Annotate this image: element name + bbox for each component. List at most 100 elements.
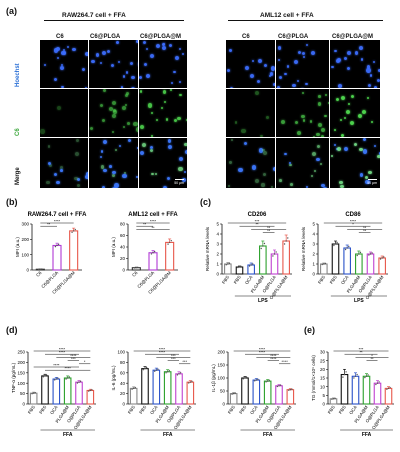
data-point xyxy=(379,258,382,260)
y-tick-label: 2 xyxy=(216,252,219,257)
y-tick-label: 0 xyxy=(322,402,325,407)
bar xyxy=(165,241,175,271)
bar xyxy=(241,377,249,405)
y-tick-label: 60 xyxy=(120,233,126,238)
significance-label: **** xyxy=(270,356,277,361)
data-point xyxy=(376,382,379,384)
data-point xyxy=(134,267,136,269)
data-point xyxy=(344,248,347,251)
data-point xyxy=(57,243,60,246)
y-axis-label: MFI (a.u.) xyxy=(15,237,20,257)
bar-chart: 0 100 200 300 MFI (a.u.) RAW264.7 cell + FFA C… xyxy=(15,212,87,295)
y-tick-label: 80 xyxy=(120,360,126,365)
group-label: FFA xyxy=(263,432,273,438)
data-point xyxy=(354,375,357,377)
micrograph-tile xyxy=(276,40,329,88)
y-tick-label: 30 xyxy=(320,350,326,355)
row-label-hoechst: Hoechst xyxy=(15,63,21,87)
significance-label: **** xyxy=(59,350,66,355)
significance-label: ** xyxy=(370,356,374,361)
data-point xyxy=(88,390,90,392)
bar xyxy=(175,373,183,405)
data-point xyxy=(365,375,368,377)
micrograph-tile xyxy=(276,138,329,188)
bar xyxy=(75,381,83,405)
panel-e-label: (e) xyxy=(304,325,315,335)
data-point xyxy=(245,376,248,378)
micrograph-tile xyxy=(226,40,275,88)
data-point xyxy=(248,265,251,267)
micrograph-tile: 50 μm xyxy=(139,138,187,188)
panel-d-label: (d) xyxy=(6,325,18,335)
category-label: OCA xyxy=(149,405,159,416)
data-point xyxy=(57,377,59,379)
data-point xyxy=(132,387,135,390)
y-tick-label: 4 xyxy=(312,232,315,237)
category-label: OCA xyxy=(49,405,59,416)
data-point xyxy=(342,376,344,378)
y-tick-label: 50 xyxy=(20,391,26,396)
data-point xyxy=(176,374,179,376)
y-tick-label: 100 xyxy=(17,381,25,386)
row-label-c6: C6 xyxy=(15,128,21,136)
y-axis-label: IL-1β (pg/mL) xyxy=(211,364,216,392)
bar xyxy=(373,382,382,405)
data-point xyxy=(263,242,266,245)
data-point xyxy=(371,252,373,254)
col-header-c6plgam-right: C6@PLGA@M xyxy=(332,34,374,40)
y-axis-label: Relative mRNA levels xyxy=(301,226,306,271)
bar xyxy=(351,375,360,405)
y-tick-label: 1 xyxy=(216,262,219,267)
y-tick-label: 150 xyxy=(217,363,225,368)
y-tick-label: 0 xyxy=(216,272,219,277)
micrograph-tile xyxy=(40,89,88,137)
data-point xyxy=(170,239,172,242)
y-tick-label: 0 xyxy=(122,268,125,273)
y-axis-label: Relative mRNA levels xyxy=(205,226,210,271)
chart-title: RAW264.7 cell + FFA xyxy=(28,212,88,218)
significance-label: **** xyxy=(65,366,72,371)
data-point xyxy=(71,231,73,233)
group-label: FFA xyxy=(63,432,73,438)
bar xyxy=(362,375,371,405)
y-tick-label: 0 xyxy=(22,402,25,407)
data-point xyxy=(38,268,40,271)
category-label: PBS xyxy=(38,405,47,415)
significance-label: * xyxy=(352,222,354,227)
data-point xyxy=(358,253,360,255)
y-tick-label: 5 xyxy=(322,393,325,398)
y-tick-label: 4 xyxy=(216,232,219,237)
y-tick-label: 20 xyxy=(120,391,126,396)
data-point xyxy=(79,380,82,383)
data-point xyxy=(364,376,366,379)
category-label: PBS xyxy=(338,405,347,415)
significance-label: ** xyxy=(267,225,271,230)
data-point xyxy=(333,244,335,247)
y-tick-label: 1 xyxy=(312,262,315,267)
y-tick-label: 100 xyxy=(217,376,225,381)
bar xyxy=(340,373,349,405)
data-point xyxy=(288,389,290,391)
data-point xyxy=(386,388,388,390)
data-point xyxy=(150,253,153,255)
data-point xyxy=(272,255,274,257)
significance-label: **** xyxy=(259,346,266,351)
data-point xyxy=(131,388,133,390)
data-point xyxy=(257,378,259,380)
significance-label: **** xyxy=(159,346,166,351)
data-point xyxy=(367,374,369,376)
data-point xyxy=(142,368,145,371)
data-point xyxy=(348,245,350,248)
significance-label: **** xyxy=(282,359,289,364)
data-point xyxy=(255,379,258,381)
bar xyxy=(247,264,255,275)
category-label: OCA xyxy=(249,405,259,416)
bar xyxy=(129,387,138,405)
significance-label: **** xyxy=(270,353,277,358)
data-point xyxy=(91,389,93,391)
y-tick-label: 0 xyxy=(26,268,29,273)
bar xyxy=(378,257,386,275)
